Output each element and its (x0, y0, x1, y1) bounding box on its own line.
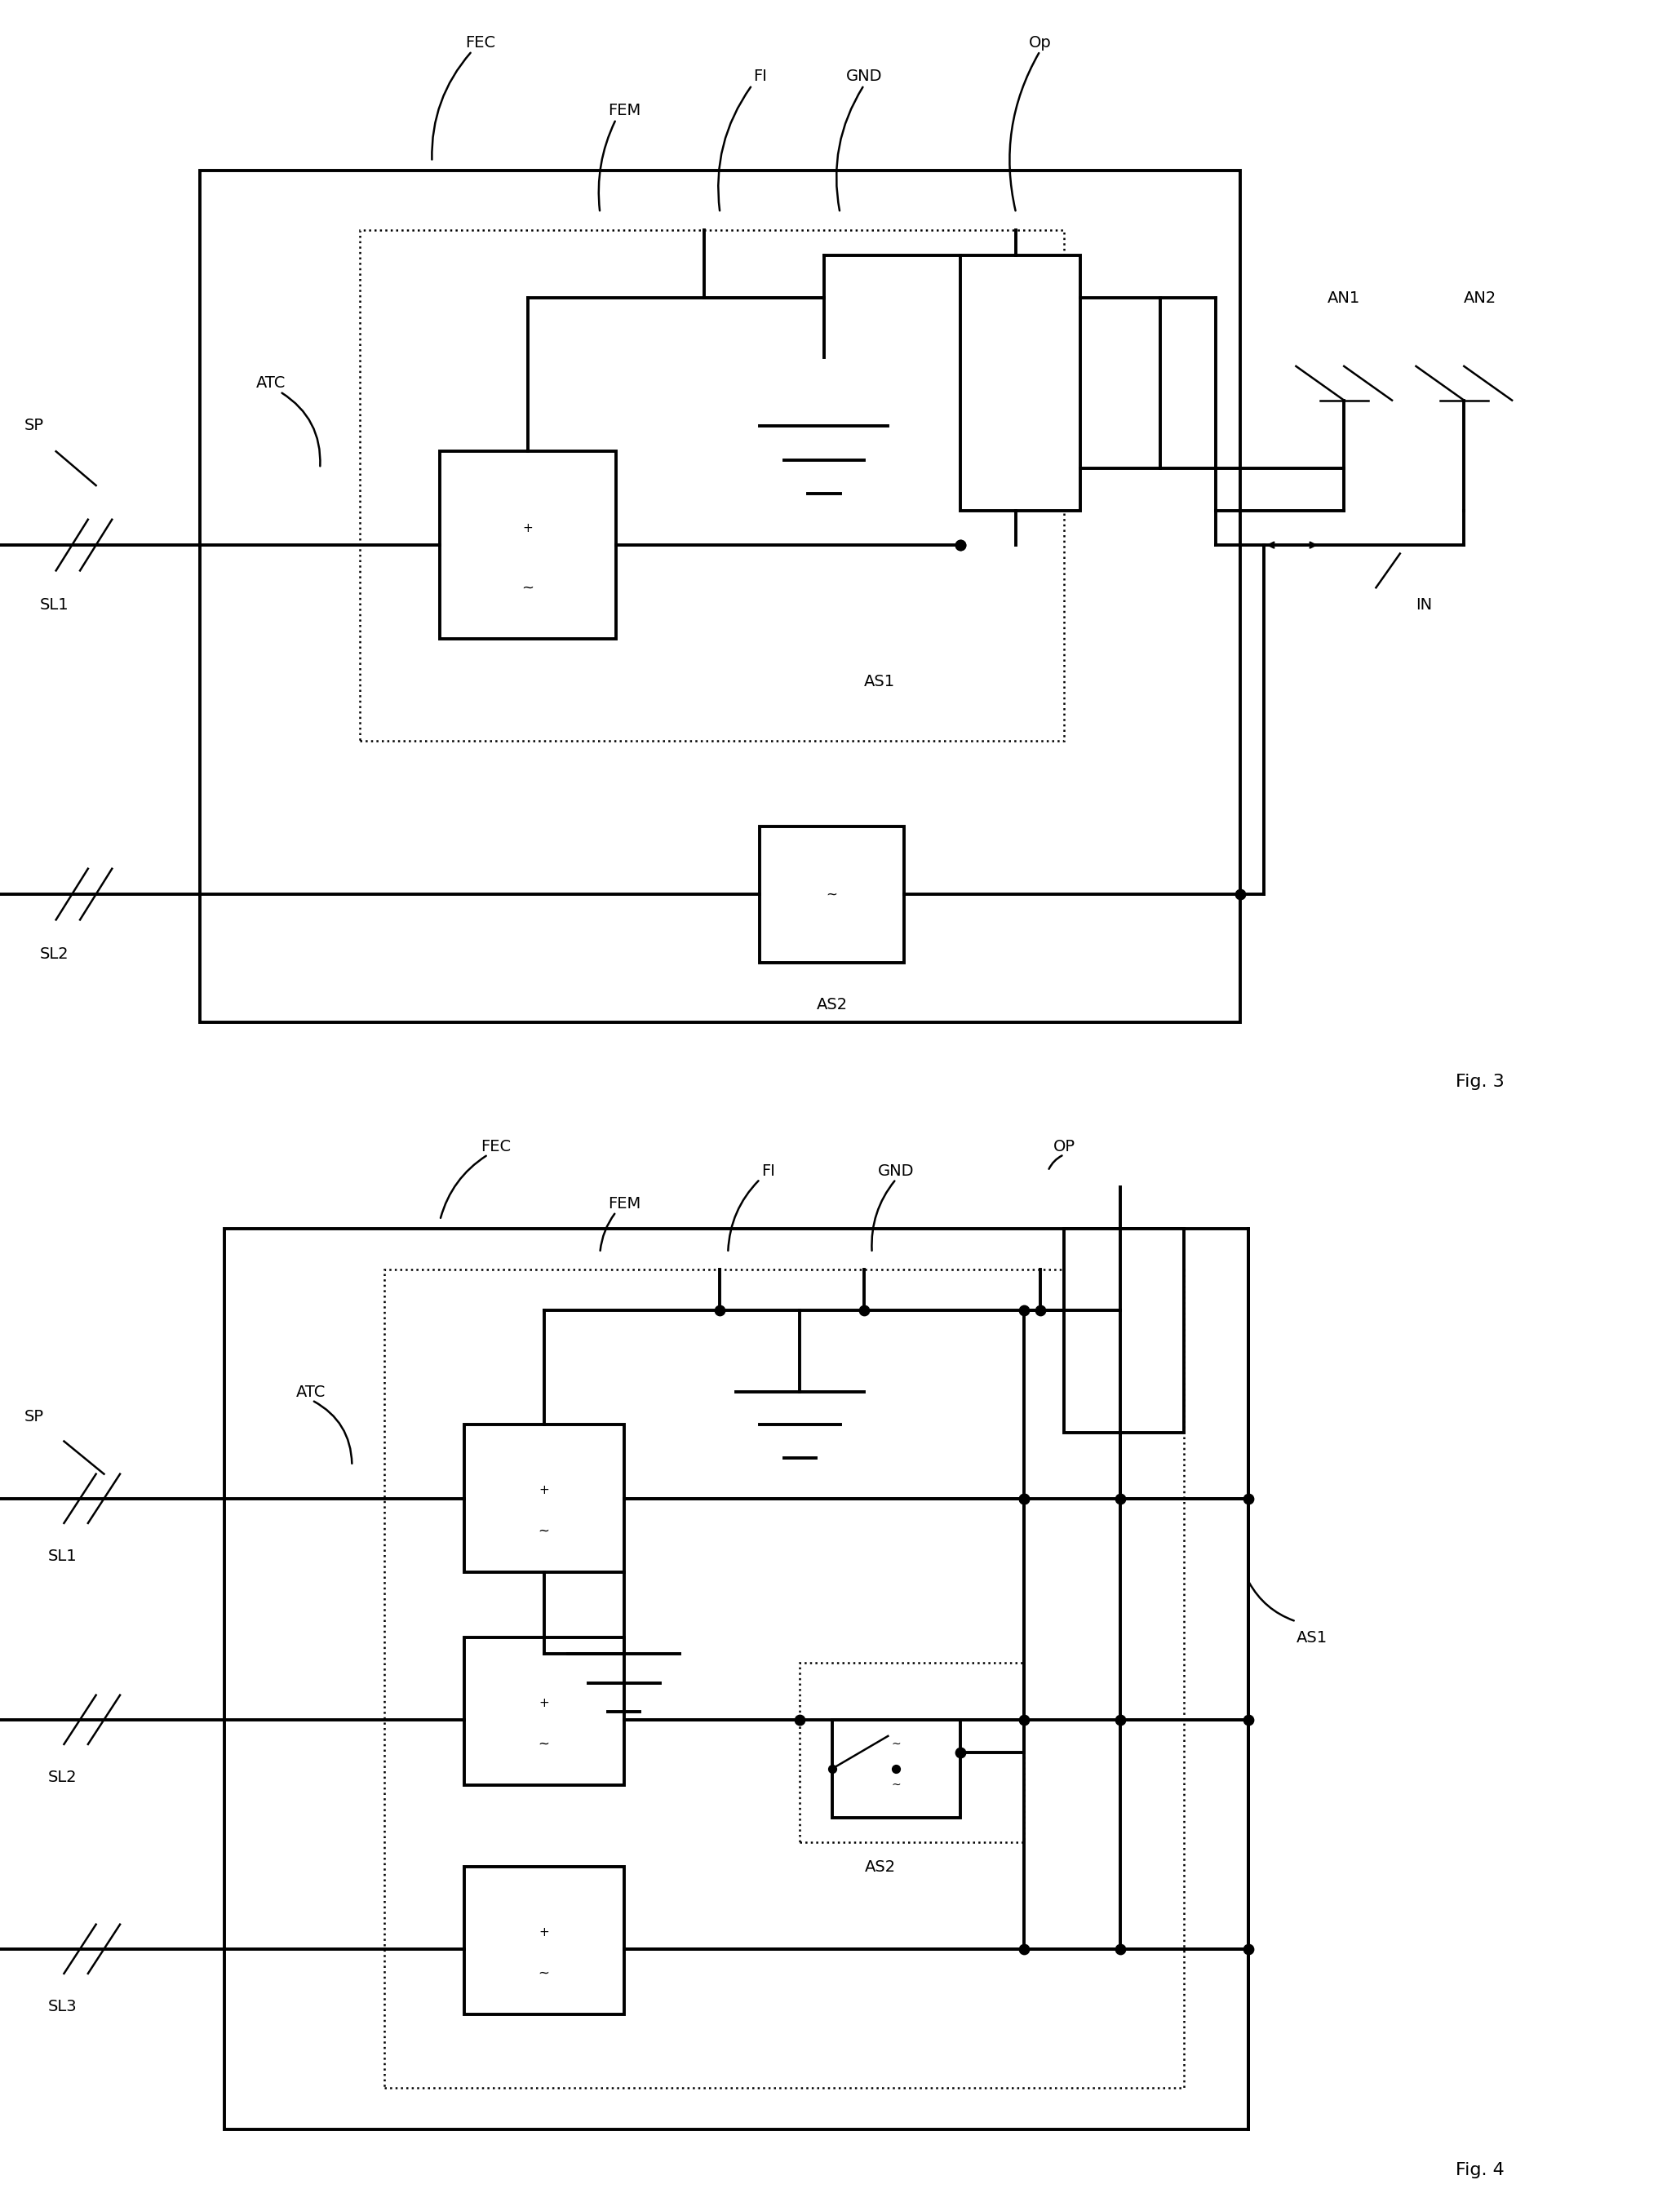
Point (707, 1293, 734, 1329)
Bar (200, 170, 1240, 1021)
Text: ~: ~ (538, 1966, 549, 1981)
Text: AN1: AN1 (1327, 290, 1361, 305)
Text: ATC: ATC (255, 376, 286, 391)
Point (1011, 1481, 1038, 1517)
Point (1011, 1293, 1038, 1329)
Point (1235, 1481, 1262, 1517)
Text: ~: ~ (892, 1780, 900, 1791)
Bar (385, 1269, 1184, 2087)
Text: ~: ~ (827, 887, 838, 902)
Text: FI: FI (753, 69, 766, 84)
Point (1011, 1702, 1038, 1738)
Bar (464, 1866, 623, 2014)
Point (1011, 1481, 1038, 1517)
Text: FEM: FEM (608, 104, 640, 119)
Text: AS2: AS2 (865, 1859, 895, 1875)
Point (1107, 1481, 1134, 1517)
Point (946, 528, 973, 564)
Text: OP: OP (1053, 1139, 1075, 1154)
Text: GND: GND (845, 69, 882, 84)
Text: Fig. 4: Fig. 4 (1455, 2162, 1504, 2178)
Text: ~: ~ (538, 1738, 549, 1751)
Point (946, 1736, 973, 1771)
Text: ATC: ATC (296, 1384, 326, 1400)
Point (1011, 1930, 1038, 1966)
Text: AS1: AS1 (1295, 1630, 1327, 1645)
Point (818, 1751, 845, 1786)
Bar (223, 1229, 1248, 2129)
Text: GND: GND (879, 1163, 914, 1178)
Bar (800, 1663, 1025, 1842)
Text: AN2: AN2 (1463, 290, 1497, 305)
Point (1226, 876, 1253, 911)
Text: FEM: FEM (608, 1196, 640, 1212)
Text: +: + (522, 522, 533, 535)
Text: SL1: SL1 (49, 1548, 77, 1563)
Bar (1063, 1229, 1184, 1433)
Text: SL2: SL2 (40, 946, 69, 962)
Text: Fig. 3: Fig. 3 (1455, 1072, 1504, 1090)
Text: FEC: FEC (480, 1139, 511, 1154)
Point (786, 1702, 813, 1738)
Point (882, 1751, 909, 1786)
Text: SP: SP (24, 1408, 44, 1424)
Text: ~: ~ (538, 1523, 549, 1539)
Text: SP: SP (24, 418, 44, 433)
Point (850, 1293, 877, 1329)
Text: SL2: SL2 (49, 1769, 77, 1784)
Text: SL3: SL3 (49, 1999, 77, 2014)
Text: ~: ~ (892, 1738, 900, 1749)
Text: IN: IN (1416, 597, 1433, 612)
Bar (759, 827, 904, 962)
Bar (832, 1720, 959, 1817)
Text: SL1: SL1 (40, 597, 69, 612)
Bar (464, 1424, 623, 1572)
Text: FEC: FEC (465, 35, 496, 51)
Text: Op: Op (1028, 35, 1052, 51)
Point (946, 528, 973, 564)
Point (1107, 1930, 1134, 1966)
Bar (360, 230, 1063, 741)
Point (1235, 1702, 1262, 1738)
Text: +: + (539, 1484, 549, 1497)
Point (1107, 1702, 1134, 1738)
Text: FI: FI (761, 1163, 774, 1178)
Text: +: + (539, 1698, 549, 1709)
Text: AS2: AS2 (816, 997, 847, 1013)
Point (1235, 1930, 1262, 1966)
Point (1026, 1293, 1053, 1329)
Text: +: + (539, 1926, 549, 1939)
Bar (959, 256, 1080, 511)
Bar (440, 451, 617, 639)
Bar (464, 1638, 623, 1784)
Text: ~: ~ (522, 579, 534, 595)
Text: AS1: AS1 (864, 674, 895, 690)
